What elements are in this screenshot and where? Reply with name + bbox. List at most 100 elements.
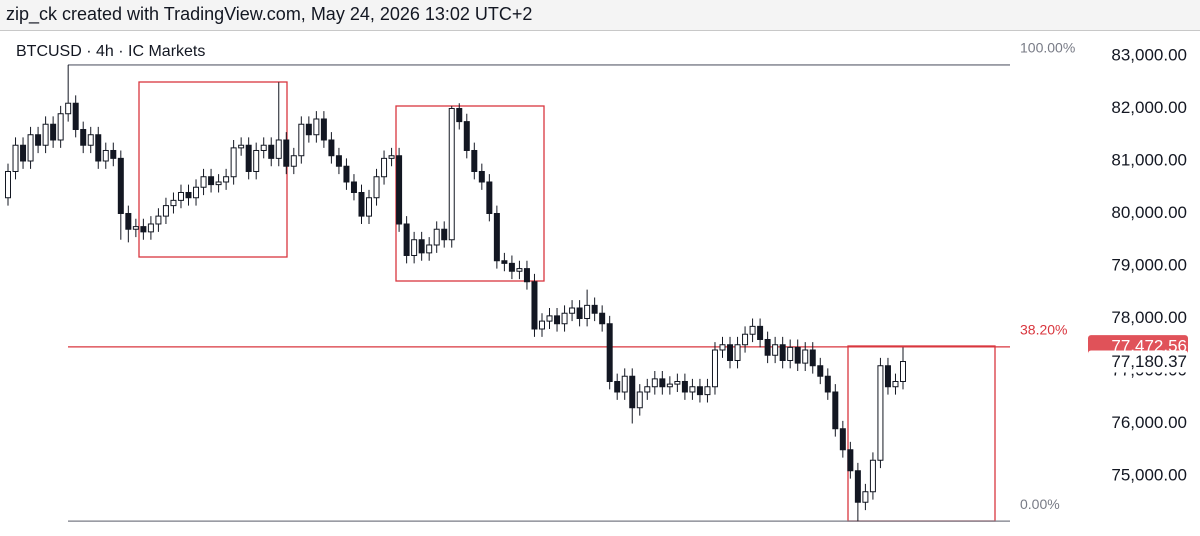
candle-body	[328, 139, 335, 157]
candle-body	[57, 113, 64, 141]
candle-body	[884, 365, 891, 388]
candle-body	[757, 325, 764, 340]
candle-body	[185, 191, 192, 199]
candle-body	[80, 128, 87, 146]
candle-body	[749, 325, 756, 335]
candle-body	[734, 344, 741, 361]
candle-body	[448, 107, 455, 241]
candle-body	[373, 176, 380, 199]
y-tick-label: 80,000.00	[1111, 203, 1187, 222]
candle-body	[569, 307, 576, 314]
candle-body	[215, 181, 222, 186]
candle-body	[666, 383, 673, 388]
candle-body	[508, 262, 515, 272]
candle-body	[358, 191, 365, 217]
candle-body	[125, 212, 132, 230]
y-tick-label: 78,000.00	[1111, 308, 1187, 327]
candle-body	[877, 365, 884, 461]
candle-body	[478, 170, 485, 183]
candle-body	[847, 449, 854, 472]
candle-body	[809, 349, 816, 367]
candle-body	[711, 349, 718, 388]
candle-body	[87, 134, 94, 146]
candle-body	[606, 323, 613, 382]
candle-body	[621, 375, 628, 393]
candle-body	[787, 346, 794, 361]
candle-body	[516, 268, 523, 272]
candle-body	[561, 312, 568, 325]
candle-body	[208, 176, 215, 186]
candle-body	[779, 344, 786, 361]
candle-body	[651, 378, 658, 388]
candle-body	[411, 239, 418, 256]
candle-body	[719, 344, 726, 351]
candle-body	[501, 260, 508, 264]
candle-body	[110, 149, 117, 159]
candle-body	[839, 428, 846, 451]
candle-body	[275, 139, 282, 159]
candle-body	[892, 380, 899, 388]
candle-body	[531, 281, 538, 330]
candle-body	[636, 391, 643, 409]
candle-body	[396, 155, 403, 225]
candle-body	[554, 315, 561, 325]
candle-body	[170, 199, 177, 207]
price-label-box	[1088, 350, 1188, 373]
candle-body	[696, 386, 703, 396]
candle-body	[253, 149, 260, 172]
candle-body	[584, 304, 591, 319]
candle-body	[794, 346, 801, 364]
candle-body	[20, 144, 27, 162]
candle-body	[862, 491, 869, 503]
candle-body	[50, 123, 57, 141]
candle-body	[290, 155, 297, 167]
candle-body	[629, 375, 636, 409]
candle-body	[742, 333, 749, 346]
candle-body	[802, 349, 809, 364]
candle-body	[546, 315, 553, 322]
candle-body	[471, 149, 478, 172]
candle-body	[343, 165, 350, 183]
candle-body	[72, 102, 79, 130]
candle-body	[238, 144, 245, 149]
candle-body	[704, 386, 711, 396]
candle-body	[614, 380, 621, 393]
candle-body	[366, 197, 373, 217]
candle-body	[674, 380, 681, 385]
candle-body	[576, 307, 583, 319]
candle-body	[869, 459, 876, 493]
candle-body	[65, 102, 72, 115]
candle-body	[689, 386, 696, 393]
candle-body	[591, 304, 598, 314]
range-box	[847, 345, 996, 522]
range-box	[138, 81, 288, 258]
y-tick-label: 79,000.00	[1111, 255, 1187, 274]
candle-body	[727, 344, 734, 361]
candle-body	[681, 380, 688, 393]
candle-body	[418, 239, 425, 254]
candle-body	[900, 361, 906, 382]
candle-body	[5, 170, 11, 199]
candle-body	[335, 155, 342, 167]
candle-body	[200, 176, 207, 188]
candle-body	[140, 226, 147, 233]
candle-body	[764, 338, 771, 356]
candle-body	[523, 268, 530, 283]
fib-label: 0.00%	[1020, 496, 1060, 512]
fib-label: 38.20%	[1020, 322, 1067, 338]
candle-body	[486, 181, 493, 214]
candle-body	[162, 205, 169, 217]
candle-body	[493, 212, 500, 262]
candle-body	[230, 147, 237, 178]
candle-body	[268, 144, 275, 159]
candle-body	[441, 228, 448, 241]
price-label: 77,180.37	[1111, 352, 1187, 371]
candle-body	[854, 470, 861, 503]
candle-body	[260, 144, 267, 151]
candle-body	[177, 191, 184, 201]
candle-body	[42, 123, 49, 146]
candle-body	[388, 155, 395, 159]
candle-body	[117, 157, 124, 214]
header-text: zip_ck created with TradingView.com, May…	[6, 4, 533, 24]
